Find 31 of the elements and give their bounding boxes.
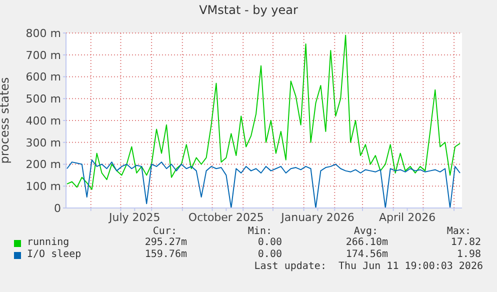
text: Last update: Thu Jun 11 19:00:03 2026 (254, 261, 483, 272)
y-tick-label: 300 m (26, 136, 61, 150)
text: Avg: (354, 226, 378, 237)
x-tick-label: October 2025 (188, 210, 264, 224)
y-tick-label: 200 m (26, 158, 61, 172)
text: 174.56m (346, 249, 388, 260)
y-tick-label: 800 m (26, 26, 61, 40)
text: 295.27m (144, 237, 187, 248)
text: 266.10m (346, 237, 388, 248)
text: Max: (446, 226, 471, 237)
x-tick-label: January 2026 (280, 210, 354, 224)
legend-label: running (27, 237, 70, 248)
y-tick-label: 600 m (26, 70, 61, 84)
y-tick-label: 700 m (26, 48, 61, 62)
text: 0.00 (258, 249, 282, 260)
x-tick-label: July 2025 (108, 210, 160, 224)
y-tick-label: 400 m (26, 114, 61, 128)
text: 17.82 (450, 237, 481, 248)
text: 1.98 (456, 249, 481, 260)
y-tick-label: 100 m (26, 180, 61, 194)
line-series (66, 34, 461, 190)
chart-title: VMstat - by year (198, 3, 299, 17)
text: Cur: (152, 226, 177, 237)
text: Min: (248, 226, 272, 237)
x-tick-label: April 2026 (378, 210, 436, 224)
text: 0.00 (258, 237, 282, 248)
y-tick-label: 0 (54, 202, 61, 215)
y-tick-label: 500 m (26, 92, 61, 106)
y-axis-title: process states (0, 77, 12, 164)
legend-label: I/O sleep (27, 249, 82, 260)
text: 159.76m (144, 249, 187, 260)
